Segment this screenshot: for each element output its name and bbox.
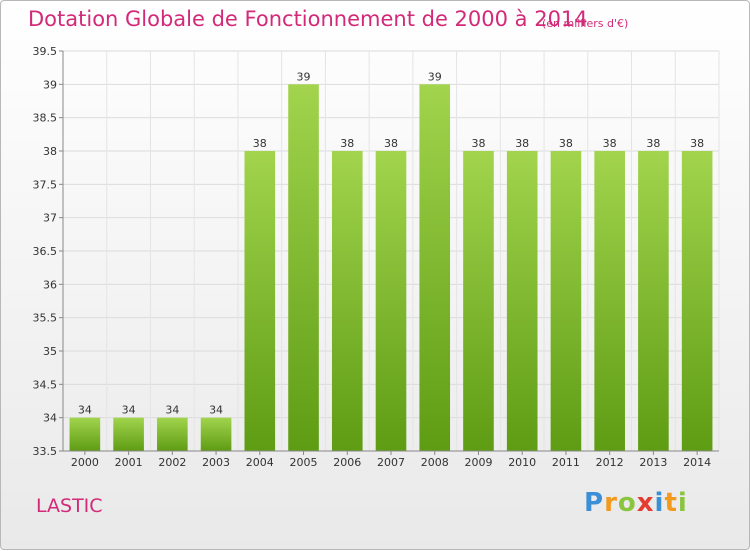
bar-value-label: 38 xyxy=(603,137,617,150)
x-tick-label: 2003 xyxy=(202,456,230,469)
y-tick-label: 37 xyxy=(43,212,57,225)
logo-letter: r xyxy=(604,488,618,518)
bar-value-label: 38 xyxy=(559,137,573,150)
x-tick-label: 2001 xyxy=(115,456,143,469)
bar-layer: 34 34 34 34 38 39 38 38 39 38 38 38 38 38 38 xyxy=(69,70,713,451)
bar-value-label: 34 xyxy=(122,404,136,417)
x-tick-label: 2008 xyxy=(421,456,449,469)
x-tick-label: 2002 xyxy=(158,456,186,469)
logo-letter: i xyxy=(677,488,688,518)
bar xyxy=(331,151,363,451)
bar xyxy=(375,151,407,451)
bar-value-label: 38 xyxy=(690,137,704,150)
y-tick-label: 36 xyxy=(43,278,57,291)
y-tick-label: 35.5 xyxy=(33,312,58,325)
bar xyxy=(550,151,582,451)
bar-value-label: 34 xyxy=(165,404,179,417)
x-tick-label: 2014 xyxy=(683,456,711,469)
x-tick-label: 2012 xyxy=(596,456,624,469)
bar xyxy=(506,151,538,451)
bar xyxy=(69,417,101,451)
x-tick-label: 2011 xyxy=(552,456,580,469)
bar-value-label: 34 xyxy=(209,404,223,417)
y-tick-label: 39.5 xyxy=(33,45,58,58)
x-tick-label: 2005 xyxy=(290,456,318,469)
logo-letter: i xyxy=(654,488,665,518)
y-tick-label: 33.5 xyxy=(33,445,58,458)
x-tick-label: 2010 xyxy=(508,456,536,469)
x-tick-label: 2013 xyxy=(639,456,667,469)
bar xyxy=(594,151,625,451)
bar-value-label: 38 xyxy=(646,137,660,150)
x-tick-label: 2006 xyxy=(333,456,361,469)
bar xyxy=(113,417,144,451)
bar-value-label: 39 xyxy=(428,70,442,83)
bar-value-label: 34 xyxy=(78,404,92,417)
y-tick-label: 34 xyxy=(43,412,57,425)
x-tick-label: 2009 xyxy=(464,456,492,469)
y-tick-label: 38 xyxy=(43,145,57,158)
chart-subtitle: (en milliers d'€) xyxy=(542,17,629,30)
bar xyxy=(638,151,669,451)
x-tick-label: 2004 xyxy=(246,456,274,469)
bar-value-label: 38 xyxy=(253,137,267,150)
chart-title: Dotation Globale de Fonctionnement de 20… xyxy=(28,7,588,31)
bar-value-label: 38 xyxy=(384,137,398,150)
logo-letter: P xyxy=(584,488,605,518)
bar-value-label: 39 xyxy=(297,70,311,83)
axis-layer: 33.5 34 34.5 35 35.5 36 36.5 37 37.5 38 38.5 39 39.5… xyxy=(33,45,719,469)
bar xyxy=(244,151,276,451)
brand-logo[interactable]: Proxiti xyxy=(584,488,688,518)
bar-value-label: 38 xyxy=(340,137,354,150)
bar-value-label: 38 xyxy=(471,137,485,150)
logo-letter: t xyxy=(664,488,678,518)
y-tick-label: 39 xyxy=(43,78,57,91)
y-tick-label: 34.5 xyxy=(33,378,58,391)
location-name: LASTIC xyxy=(36,495,103,517)
x-tick-label: 2000 xyxy=(71,456,99,469)
y-tick-label: 35 xyxy=(43,345,57,358)
y-tick-label: 38.5 xyxy=(33,112,58,125)
bar xyxy=(419,84,451,451)
bar xyxy=(288,84,319,451)
y-tick-label: 36.5 xyxy=(33,245,58,258)
bar xyxy=(200,417,232,451)
bar xyxy=(157,417,188,451)
bar xyxy=(681,151,713,451)
bar-value-label: 38 xyxy=(515,137,529,150)
logo-letter: o xyxy=(617,488,637,518)
bar xyxy=(463,151,494,451)
y-tick-label: 37.5 xyxy=(33,178,58,191)
x-tick-label: 2007 xyxy=(377,456,405,469)
logo-letter: x xyxy=(636,488,655,518)
